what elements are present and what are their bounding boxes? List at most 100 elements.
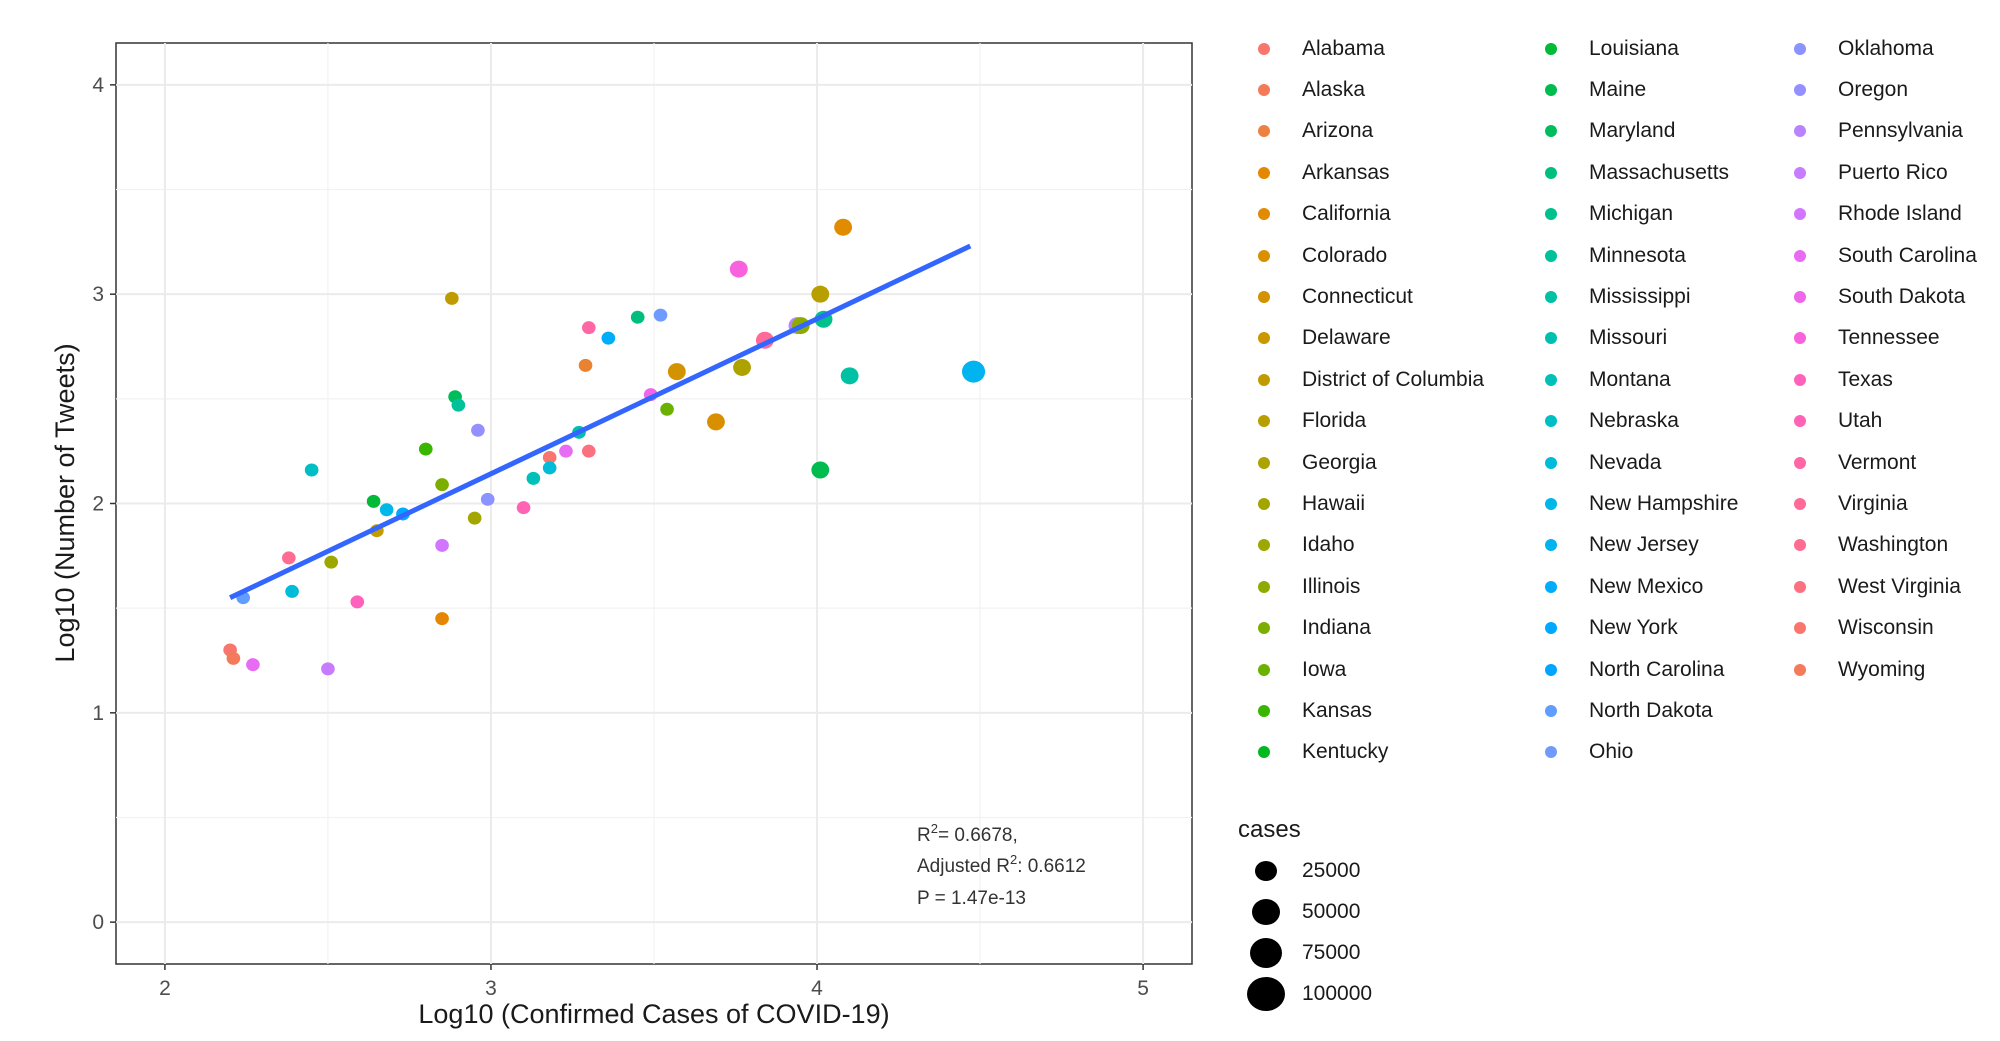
legend-swatch [1258, 373, 1270, 386]
legend-label: Louisiana [1589, 36, 1679, 60]
legend-item: Indiana [1250, 608, 1371, 649]
data-point [435, 538, 449, 552]
data-point [451, 398, 466, 412]
legend-label: Indiana [1302, 616, 1371, 640]
data-point [961, 360, 986, 383]
legend-item: Vermont [1786, 442, 1916, 483]
legend-swatch [1545, 373, 1557, 386]
r-squared-text: R2= 0.6678, [917, 821, 1018, 846]
y-tick-label: 0 [92, 911, 104, 934]
legend-swatch [1258, 166, 1270, 179]
legend-item: Arizona [1250, 111, 1373, 152]
legend-label: Washington [1838, 533, 1949, 557]
legend-label: Minnesota [1589, 243, 1686, 267]
legend-swatch [1258, 746, 1270, 759]
legend-label: Delaware [1302, 326, 1391, 350]
data-point [324, 555, 339, 569]
legend-item: Nebraska [1537, 401, 1679, 442]
legend-swatch [1258, 249, 1270, 262]
size-legend-title: cases [1238, 816, 1301, 843]
legend-swatch [1258, 497, 1270, 510]
legend-swatch [1545, 746, 1557, 759]
data-point [285, 584, 299, 598]
data-point [667, 363, 686, 381]
legend-swatch [1258, 83, 1270, 96]
size-legend-swatch [1247, 976, 1285, 1011]
legend-item: New Jersey [1537, 525, 1699, 566]
legend-swatch [1794, 332, 1806, 345]
legend-item: Georgia [1250, 442, 1377, 483]
legend-item: Washington [1786, 525, 1948, 566]
legend-label: Georgia [1302, 450, 1377, 474]
legend-swatch [1794, 415, 1806, 428]
legend-item: Alaska [1250, 69, 1365, 110]
legend-label: Mississippi [1589, 284, 1691, 308]
legend-label: Nevada [1589, 450, 1662, 474]
legend-item: Oregon [1786, 69, 1908, 110]
legend-item: Alabama [1250, 28, 1385, 69]
legend-swatch [1794, 539, 1806, 552]
y-tick-label: 1 [92, 702, 104, 725]
legend-label: Virginia [1838, 491, 1908, 515]
size-legend-label: 25000 [1302, 858, 1361, 882]
legend-item: North Carolina [1537, 649, 1724, 690]
legend-item: Oklahoma [1786, 28, 1934, 69]
adjusted-r-squared-text: Adjusted R2: 0.6612 [917, 852, 1086, 877]
p-value-text: P = 1.47e-13 [917, 888, 1026, 909]
legend-item: Hawaii [1250, 483, 1365, 524]
legend-swatch [1258, 663, 1270, 676]
data-point [226, 651, 241, 665]
legend-item: Virginia [1786, 483, 1908, 524]
axis-ticks: 2 3 4 5 0 1 2 3 4 [92, 74, 1149, 1000]
legend-item: Wisconsin [1786, 608, 1934, 649]
legend-label: Arizona [1302, 119, 1374, 143]
legend-swatch [1258, 42, 1270, 55]
data-point [480, 492, 495, 506]
legend-label: Texas [1838, 367, 1893, 391]
size-legend-swatch [1255, 860, 1277, 881]
size-legend-item: 75000 [1238, 932, 1372, 973]
legend-label: South Dakota [1838, 284, 1966, 308]
data-point [811, 285, 830, 303]
legend-label: Michigan [1589, 202, 1674, 226]
legend-label: Alabama [1302, 36, 1385, 60]
legend-item: Maine [1537, 69, 1646, 110]
legend-label: Montana [1589, 367, 1671, 391]
legend-label: Missouri [1589, 326, 1668, 350]
legend-item: Michigan [1537, 194, 1673, 235]
legend-label: West Virginia [1838, 574, 1961, 598]
legend-swatch [1794, 166, 1806, 179]
legend-swatch [1794, 456, 1806, 469]
legend-swatch [1545, 42, 1557, 55]
legend-swatch [1545, 663, 1557, 676]
data-point [471, 423, 485, 437]
legend-label: Arkansas [1302, 160, 1390, 184]
legend-item: Tennessee [1786, 318, 1940, 359]
legend-item: North Dakota [1537, 690, 1713, 731]
size-legend-label: 75000 [1302, 940, 1361, 964]
legend-swatch [1794, 663, 1806, 676]
legend-swatch [1794, 373, 1806, 386]
x-tick-label: 5 [1137, 977, 1149, 1000]
legend-label: Iowa [1302, 657, 1347, 681]
data-point [559, 444, 573, 458]
scatter-chart: 2 3 4 5 0 1 2 3 4 Log10 (Confirmed Cases of COVI… [50, 42, 1193, 1029]
legend-item: Colorado [1250, 235, 1387, 276]
data-point [630, 310, 645, 324]
x-tick-label: 4 [811, 977, 823, 1000]
size-legend-item: 25000 [1238, 850, 1372, 891]
legend-item: Idaho [1250, 525, 1355, 566]
data-point [366, 494, 381, 508]
data-point [321, 662, 335, 676]
legend-label: New Jersey [1589, 533, 1699, 557]
data-point [660, 402, 674, 416]
data-point [350, 595, 365, 609]
legend-label: Tennessee [1838, 326, 1940, 350]
legend-swatch [1545, 166, 1557, 179]
legend-item: Montana [1537, 359, 1671, 400]
legend-label: District of Columbia [1302, 367, 1485, 391]
legend-swatch [1794, 290, 1806, 303]
size-legend-label: 50000 [1302, 899, 1361, 923]
legend-label: Kentucky [1302, 740, 1389, 764]
data-point [733, 358, 751, 376]
